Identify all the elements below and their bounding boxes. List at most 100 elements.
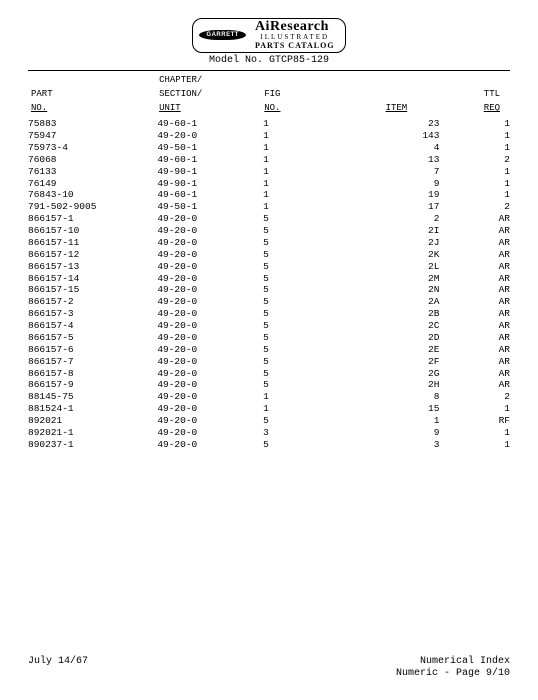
item-no: 2B [334,308,440,320]
footer-page-number: Numeric - Page 9/10 [396,668,510,680]
ttl-req: 1 [439,427,510,439]
chapter-section-unit: 49-20-0 [157,368,263,380]
table-row: 866157-449-20-052CAR [28,320,510,332]
table-row: 866157-949-20-052HAR [28,379,510,391]
item-no: 9 [334,178,440,190]
ttl-req: AR [439,320,510,332]
fig-no: 1 [263,118,334,130]
part-no: 866157-12 [28,249,157,261]
table-row: 76843-1049-60-11191 [28,189,510,201]
chapter-section-unit: 49-20-0 [157,284,263,296]
chapter-section-unit: 49-20-0 [157,320,263,332]
header-item: ITEM [386,103,408,113]
fig-no: 1 [263,142,334,154]
part-no: 76149 [28,178,157,190]
fig-no: 5 [263,379,334,391]
part-no: 866157-13 [28,261,157,273]
fig-no: 1 [263,391,334,403]
chapter-section-unit: 49-20-0 [157,391,263,403]
fig-no: 5 [263,237,334,249]
part-no: 866157-3 [28,308,157,320]
fig-no: 5 [263,356,334,368]
item-no: 2H [334,379,440,391]
table-row: 866157-1249-20-052KAR [28,249,510,261]
chapter-section-unit: 49-20-0 [157,403,263,415]
fig-no: 5 [263,284,334,296]
item-no: 1 [334,415,440,427]
header-part-2: NO. [31,103,47,113]
table-row: 7613349-90-1171 [28,166,510,178]
chapter-section-unit: 49-20-0 [157,261,263,273]
table-row: 866157-249-20-052AAR [28,296,510,308]
item-no: 2 [334,213,440,225]
part-no: 866157-14 [28,273,157,285]
part-no: 76068 [28,154,157,166]
table-row: 7588349-60-11231 [28,118,510,130]
item-no: 2D [334,332,440,344]
chapter-section-unit: 49-20-0 [157,237,263,249]
ttl-req: AR [439,379,510,391]
table-row: 89202149-20-051RF [28,415,510,427]
brand-subtitle-2: PARTS CATALOG [255,42,335,51]
part-no: 881524-1 [28,403,157,415]
ttl-req: AR [439,356,510,368]
header-ttl-2: REQ [484,103,500,113]
ttl-req: RF [439,415,510,427]
footer-date: July 14/67 [28,656,88,667]
fig-no: 5 [263,368,334,380]
part-no: 866157-9 [28,379,157,391]
table-row: 866157-1549-20-052NAR [28,284,510,296]
item-no: 2L [334,261,440,273]
fig-no: 1 [263,403,334,415]
ttl-req: 1 [439,439,510,451]
table-row: 7614949-90-1191 [28,178,510,190]
chapter-section-unit: 49-20-0 [157,249,263,261]
part-no: 866157-11 [28,237,157,249]
item-no: 19 [334,189,440,201]
header-fig-2: NO. [264,103,280,113]
table-row: 890237-149-20-0531 [28,439,510,451]
fig-no: 3 [263,427,334,439]
item-no: 23 [334,118,440,130]
fig-no: 1 [263,189,334,201]
garrett-oval-icon: GARRETT [199,30,246,40]
fig-no: 5 [263,273,334,285]
ttl-req: AR [439,237,510,249]
fig-no: 5 [263,415,334,427]
footer-index-title: Numerical Index [396,656,510,668]
fig-no: 5 [263,249,334,261]
chapter-section-unit: 49-60-1 [157,118,263,130]
part-no: 866157-4 [28,320,157,332]
fig-no: 5 [263,439,334,451]
chapter-section-unit: 49-20-0 [157,213,263,225]
item-no: 15 [334,403,440,415]
ttl-req: AR [439,296,510,308]
item-no: 2J [334,237,440,249]
header-csu-1: CHAPTER/ [158,75,261,87]
table-row: 866157-149-20-052AR [28,213,510,225]
ttl-req: AR [439,225,510,237]
fig-no: 1 [263,201,334,213]
ttl-req: AR [439,213,510,225]
part-no: 890237-1 [28,439,157,451]
part-no: 892021 [28,415,157,427]
fig-no: 5 [263,332,334,344]
ttl-req: 1 [439,142,510,154]
fig-no: 1 [263,154,334,166]
table-row: 866157-1149-20-052JAR [28,237,510,249]
table-row: 7606849-60-11132 [28,154,510,166]
part-no: 75947 [28,130,157,142]
item-no: 2F [334,356,440,368]
part-no: 791-502-9005 [28,201,157,213]
part-no: 88145-75 [28,391,157,403]
ttl-req: 1 [439,403,510,415]
chapter-section-unit: 49-20-0 [157,225,263,237]
ttl-req: 1 [439,130,510,142]
header-block: GARRETT AiResearch ILLUSTRATED PARTS CAT… [28,18,510,66]
header-csu-3: UNIT [159,103,181,113]
item-no: 8 [334,391,440,403]
chapter-section-unit: 49-20-0 [157,273,263,285]
part-no: 866157-7 [28,356,157,368]
chapter-section-unit: 49-20-0 [157,356,263,368]
item-no: 2N [334,284,440,296]
